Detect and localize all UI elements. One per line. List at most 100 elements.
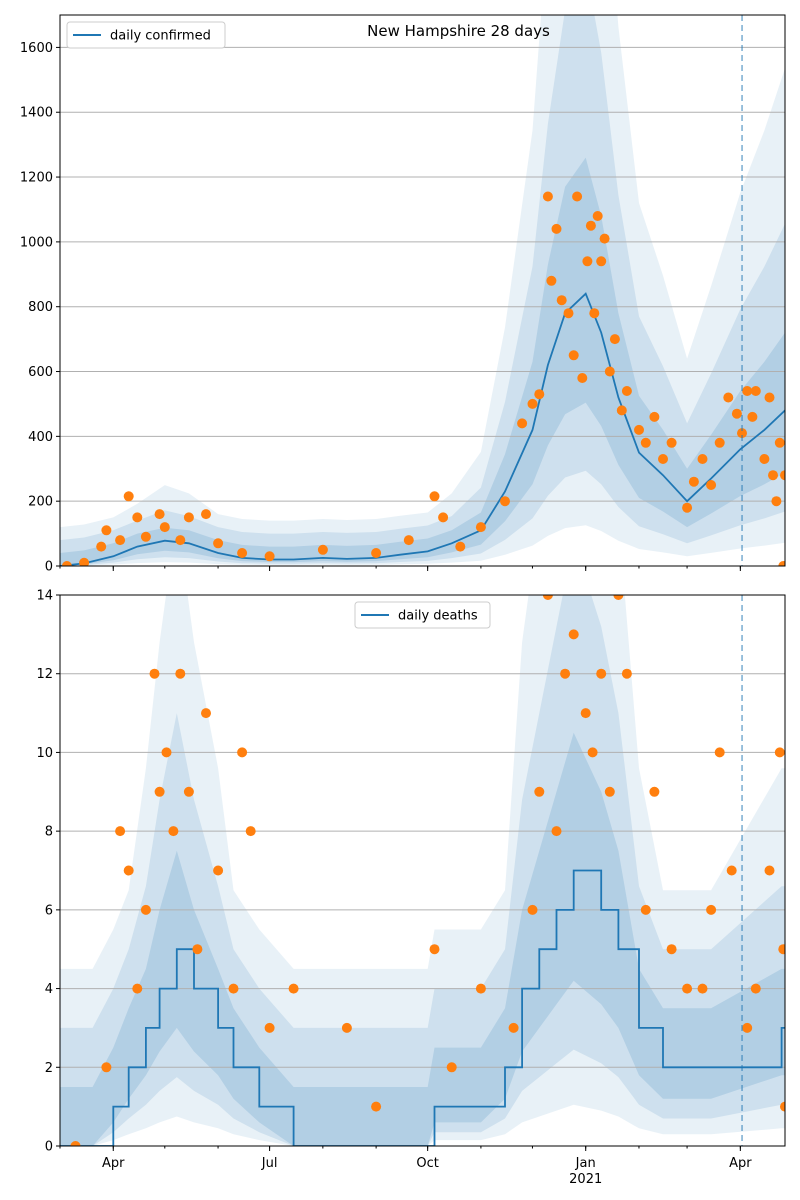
band-3 (60, 732, 785, 1146)
band-2 (60, 15, 785, 566)
data-point (159, 522, 170, 533)
data-point (706, 480, 717, 490)
axes-frame (59, 14, 786, 567)
data-point (508, 1022, 519, 1033)
data-point (455, 541, 466, 552)
band-1 (60, 15, 785, 566)
y-tick-label: 800 (28, 300, 53, 315)
data-point (542, 191, 553, 202)
data-point (658, 454, 668, 464)
data-point (175, 535, 186, 546)
data-point (697, 454, 708, 464)
data-point (403, 535, 414, 546)
data-point (115, 535, 126, 546)
data-point (168, 826, 179, 837)
y-tick-label: 600 (28, 365, 53, 380)
data-point (371, 548, 382, 558)
legend-box (354, 601, 491, 629)
data-point (527, 904, 538, 915)
x-tick-label: Jul (261, 1156, 278, 1171)
data-point (556, 295, 567, 306)
data-point (288, 983, 299, 994)
y-tick-label: 400 (28, 430, 53, 445)
x-tick-label: Oct (416, 1156, 438, 1171)
data-point (132, 983, 143, 994)
data-point (682, 983, 693, 994)
data-point (79, 557, 90, 566)
legend-box (66, 21, 226, 49)
data-point (429, 944, 440, 955)
data-point (132, 512, 143, 523)
data-point (551, 223, 562, 234)
data-point (527, 398, 538, 409)
data-point (475, 522, 486, 533)
data-point (580, 708, 591, 719)
data-point (213, 865, 224, 876)
data-point (666, 437, 677, 448)
y-tick-label: 4 (45, 982, 53, 997)
data-point (237, 747, 248, 758)
data-point (726, 865, 737, 876)
data-point (183, 512, 194, 523)
data-point (123, 865, 134, 876)
data-point (742, 386, 753, 396)
y-tick-label: 2 (45, 1061, 53, 1076)
data-point (192, 944, 203, 955)
series-line (60, 292, 785, 566)
data-point (96, 541, 107, 552)
data-point (542, 595, 553, 600)
data-point (341, 1022, 352, 1033)
data-point (649, 786, 660, 797)
y-tick-label: 1600 (20, 41, 53, 56)
data-point (688, 476, 699, 487)
y-tick-label: 8 (45, 825, 53, 840)
x-axis: Apr Jul Oct Jan Apr (59, 1146, 752, 1171)
data-point (778, 944, 785, 955)
x-axis (59, 566, 741, 571)
data-point (149, 668, 160, 679)
data-point (517, 418, 528, 429)
data-point (228, 983, 239, 994)
data-point (596, 668, 607, 679)
uncertainty-bands (60, 15, 785, 566)
data-point (183, 786, 194, 797)
data-point (589, 308, 600, 319)
chart-title: New Hampshire 28 days (367, 22, 550, 40)
data-point (371, 1101, 382, 1112)
data-point (768, 470, 778, 481)
y-tick-label: 1200 (20, 171, 53, 186)
axes-daily-deaths: 0 2 4 6 8 10 12 14 Apr Jul Oct Jan Apr daily deaths… (36, 589, 786, 1187)
data-point (604, 786, 615, 797)
data-point (101, 525, 112, 536)
data-point (585, 220, 596, 231)
data-point (742, 1022, 753, 1033)
data-point (560, 668, 571, 679)
data-point (123, 491, 134, 502)
data-point (649, 411, 660, 422)
data-point (245, 826, 256, 837)
y-axis: 0 200 400 600 800 1000 1200 1400 1600 (20, 41, 60, 575)
data-point (621, 668, 632, 679)
data-point (609, 334, 620, 345)
y-tick-label: 200 (28, 495, 53, 510)
y-tick-label: 12 (36, 667, 53, 682)
data-point (475, 983, 486, 994)
y-axis: 0 2 4 6 8 10 12 14 (36, 589, 60, 1155)
uncertainty-bands (60, 595, 785, 1146)
data-point (592, 211, 603, 221)
data-point (264, 551, 275, 562)
y-tick-label: 0 (45, 1140, 53, 1155)
data-point (634, 424, 644, 435)
data-point (747, 411, 758, 422)
data-point (780, 1101, 785, 1112)
data-point (599, 233, 610, 244)
data-point (568, 629, 579, 640)
data-point (731, 408, 742, 419)
data-point (587, 747, 598, 758)
data-point (154, 786, 165, 797)
data-point (666, 944, 677, 955)
data-point (596, 256, 607, 267)
axes-frame (59, 594, 786, 1147)
series-layer (60, 595, 785, 1146)
